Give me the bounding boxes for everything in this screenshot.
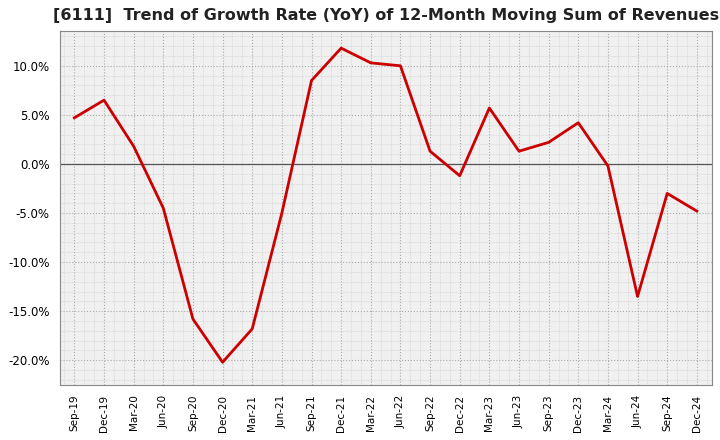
Title: [6111]  Trend of Growth Rate (YoY) of 12-Month Moving Sum of Revenues: [6111] Trend of Growth Rate (YoY) of 12-… <box>53 8 719 23</box>
